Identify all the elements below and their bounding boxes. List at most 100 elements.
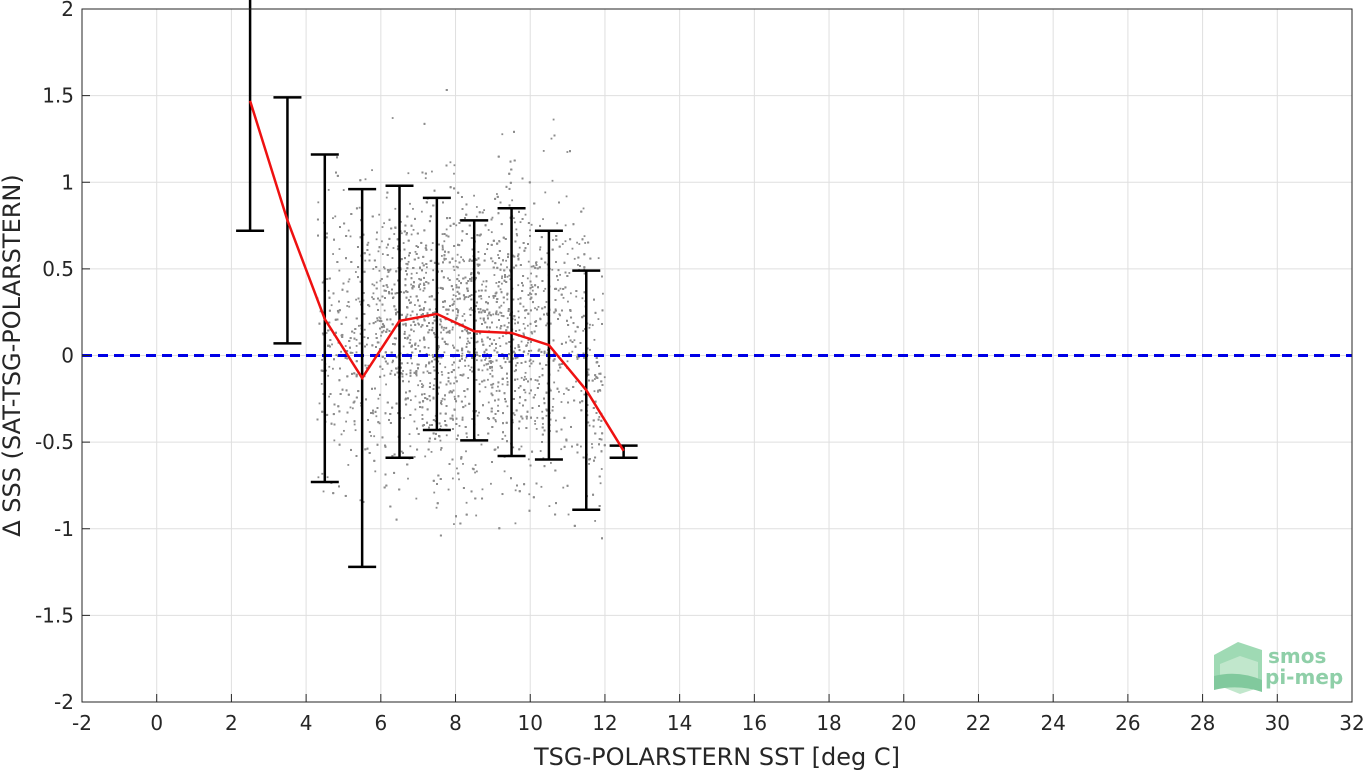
- scatter-point: [480, 289, 483, 292]
- scatter-point: [568, 272, 571, 274]
- scatter-point: [458, 280, 461, 282]
- scatter-point: [455, 308, 458, 311]
- scatter-point: [448, 463, 451, 465]
- scatter-point: [319, 310, 322, 313]
- scatter-point: [432, 479, 435, 482]
- scatter-point: [497, 313, 500, 316]
- scatter-point: [444, 366, 447, 369]
- scatter-point: [421, 171, 424, 174]
- scatter-point: [441, 246, 444, 249]
- scatter-point: [475, 351, 478, 354]
- scatter-point: [536, 308, 539, 311]
- scatter-point: [587, 241, 590, 244]
- scatter-point: [382, 329, 385, 332]
- scatter-point: [407, 260, 410, 263]
- scatter-point: [455, 284, 458, 286]
- scatter-point: [465, 203, 468, 206]
- scatter-point: [536, 379, 539, 382]
- scatter-point: [400, 450, 403, 453]
- scatter-point: [491, 360, 494, 363]
- scatter-point: [458, 286, 460, 289]
- scatter-point: [443, 326, 446, 329]
- scatter-point: [492, 295, 495, 297]
- scatter-point: [601, 432, 604, 435]
- scatter-point: [463, 298, 466, 301]
- scatter-point: [500, 304, 503, 307]
- scatter-point: [455, 423, 458, 425]
- scatter-point: [552, 397, 555, 400]
- scatter-point: [548, 505, 551, 507]
- scatter-point: [506, 293, 509, 296]
- scatter-point: [349, 406, 352, 409]
- scatter-point: [406, 313, 409, 316]
- scatter-point: [504, 400, 507, 403]
- scatter-point: [509, 269, 511, 272]
- scatter-point: [466, 289, 469, 292]
- scatter-point: [385, 484, 388, 487]
- scatter-point: [365, 367, 368, 370]
- scatter-point: [495, 343, 497, 345]
- scatter-point: [599, 425, 602, 428]
- scatter-point: [464, 404, 467, 407]
- scatter-point: [451, 298, 454, 301]
- scatter-point: [554, 308, 557, 311]
- scatter-point: [500, 312, 503, 314]
- scatter-point: [453, 164, 456, 167]
- scatter-point: [426, 370, 429, 373]
- scatter-point: [549, 418, 552, 421]
- scatter-point: [502, 236, 505, 239]
- scatter-point: [536, 416, 539, 419]
- scatter-point: [353, 423, 356, 426]
- scatter-point: [452, 222, 455, 225]
- scatter-point: [429, 215, 432, 218]
- scatter-point: [519, 396, 522, 399]
- scatter-point: [425, 364, 428, 367]
- scatter-point: [385, 246, 388, 249]
- scatter-point: [475, 359, 478, 362]
- scatter-point: [371, 215, 374, 218]
- scatter-point: [464, 365, 467, 367]
- scatter-point: [368, 322, 371, 325]
- scatter-point: [403, 330, 406, 333]
- scatter-point: [469, 368, 471, 371]
- scatter-point: [462, 406, 465, 409]
- scatter-point: [529, 464, 532, 467]
- scatter-point: [491, 426, 494, 428]
- scatter-point: [517, 344, 520, 347]
- scatter-point: [470, 237, 473, 239]
- scatter-point: [409, 338, 412, 341]
- scatter-point: [417, 299, 419, 302]
- scatter-point: [491, 260, 494, 263]
- scatter-point: [423, 276, 425, 279]
- scatter-point: [404, 257, 406, 260]
- scatter-point: [491, 369, 494, 372]
- scatter-point: [495, 390, 498, 392]
- scatter-point: [594, 456, 597, 459]
- scatter-point: [327, 188, 330, 191]
- scatter-point: [377, 421, 380, 424]
- scatter-point: [432, 278, 435, 281]
- scatter-point: [447, 277, 449, 280]
- scatter-point: [560, 401, 563, 403]
- scatter-point: [514, 352, 516, 355]
- scatter-point: [433, 319, 436, 322]
- scatter-point: [557, 318, 560, 320]
- scatter-point: [490, 383, 493, 386]
- scatter-point: [597, 418, 600, 421]
- scatter-point: [417, 363, 420, 366]
- scatter-point: [496, 195, 499, 198]
- scatter-point: [464, 217, 466, 219]
- scatter-point: [371, 412, 374, 414]
- scatter-point: [431, 242, 434, 244]
- scatter-point: [426, 408, 429, 411]
- scatter-point: [580, 409, 583, 412]
- scatter-point: [325, 332, 328, 334]
- scatter-point: [571, 247, 574, 250]
- scatter-point: [551, 405, 554, 408]
- scatter-point: [500, 223, 503, 226]
- scatter-point: [480, 443, 483, 446]
- scatter-point: [333, 403, 336, 406]
- scatter-point: [383, 325, 386, 328]
- scatter-point: [592, 419, 595, 422]
- scatter-point: [388, 418, 390, 421]
